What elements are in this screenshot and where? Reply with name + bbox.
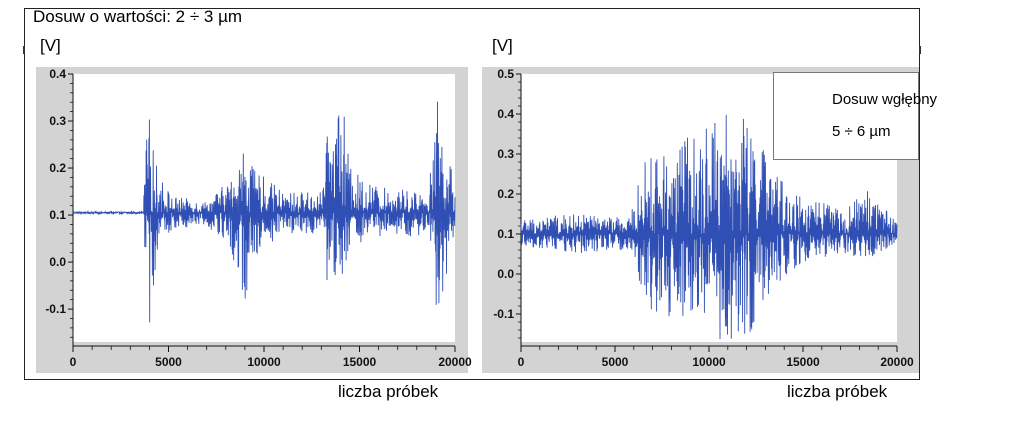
left-y-tick-label: 0.3 <box>49 114 66 128</box>
right-x-axis-label: liczba próbek <box>787 382 888 401</box>
left-x-tick-label: 0 <box>70 355 77 369</box>
callout-value: 5 ÷ 6 µm <box>832 123 891 140</box>
right-y-unit-label: [V] <box>492 36 513 55</box>
left-x-tick-label: 10000 <box>247 355 281 369</box>
left-y-tick-label: 0.2 <box>49 161 66 175</box>
right-x-tick-label: 15000 <box>786 355 820 369</box>
left-x-tick-label: 5000 <box>155 355 182 369</box>
callout-title: Dosuw wgłębny <box>832 91 938 108</box>
right-y-tick-label: -0.1 <box>493 307 514 321</box>
right-y-tick-label: 0.4 <box>497 107 514 121</box>
left-y-tick-label: 0.1 <box>49 208 66 222</box>
left-x-tick-label: 20000 <box>438 355 472 369</box>
right-x-tick-label: 10000 <box>692 355 726 369</box>
right-y-tick-label: 0.5 <box>497 67 514 81</box>
infeed-callout: Dosuw wgłębny 5 ÷ 6 µm <box>773 72 937 160</box>
left-y-unit-label: [V] <box>40 36 61 55</box>
left-y-tick-label: -0.1 <box>45 302 66 316</box>
left-x-tick-label: 15000 <box>343 355 377 369</box>
right-y-tick-label: 0.3 <box>497 147 514 161</box>
right-signal-series <box>520 114 898 340</box>
left-y-tick-label: 0.0 <box>49 255 66 269</box>
right-y-tick-label: 0.1 <box>497 227 514 241</box>
frame-tick-left <box>23 46 25 54</box>
left-y-tick-label: 0.4 <box>49 67 66 81</box>
right-y-tick-label: 0.2 <box>497 187 514 201</box>
frame-tick-right <box>919 46 921 54</box>
right-x-tick-label: 5000 <box>602 355 629 369</box>
right-x-tick-label: 0 <box>518 355 525 369</box>
left-x-axis-label: liczba próbek <box>338 382 439 401</box>
right-x-tick-label: 20000 <box>880 355 914 369</box>
figure-frame <box>24 8 920 380</box>
left-signal-series <box>72 101 456 323</box>
figure-title: Dosuw o wartości: 2 ÷ 3 µm <box>33 7 243 26</box>
right-y-tick-label: 0.0 <box>497 267 514 281</box>
